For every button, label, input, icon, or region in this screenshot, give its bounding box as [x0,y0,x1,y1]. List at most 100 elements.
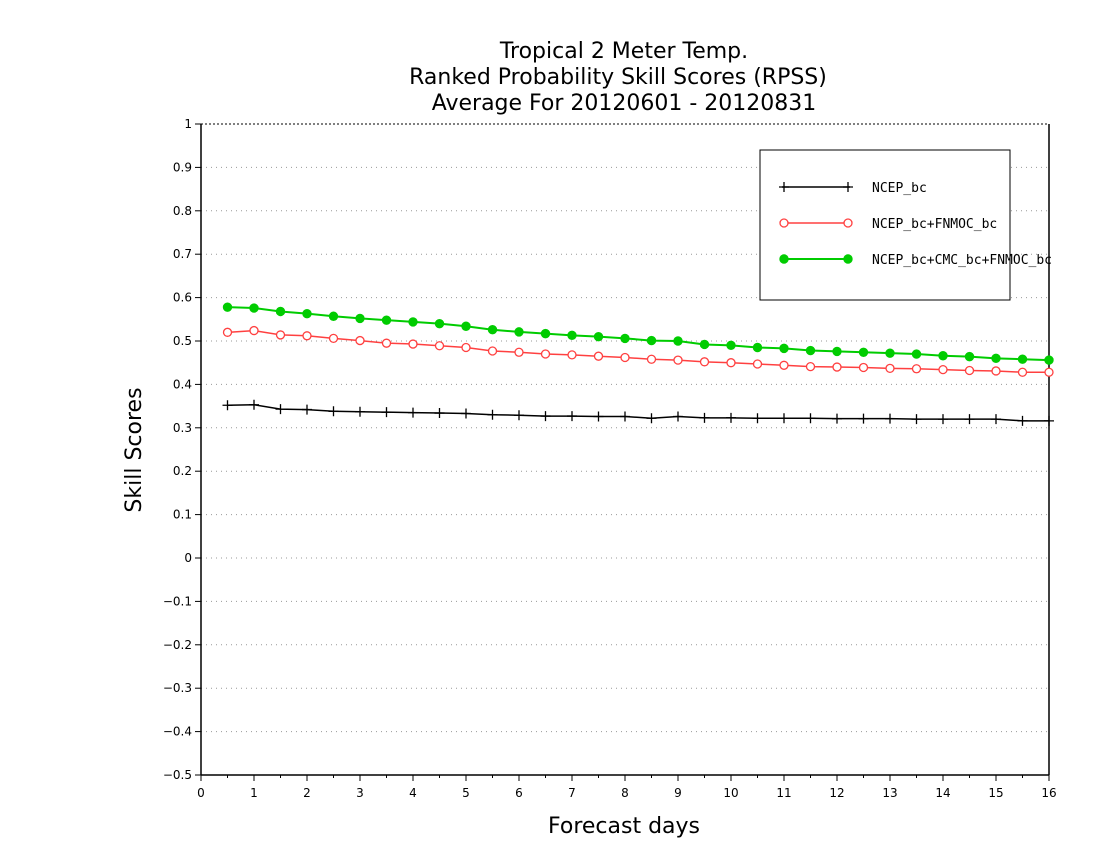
data-point [779,413,789,424]
data-point [514,410,524,421]
data-point [964,414,975,425]
data-point [885,363,895,373]
data-point [302,331,312,341]
data-point [938,351,948,361]
data-point [355,335,365,346]
data-point [752,413,763,424]
x-tick-label: 12 [829,786,844,800]
series-3 [222,302,1054,365]
y-tick-label: −0.1 [163,594,192,608]
y-tick-label: 0.6 [173,291,192,305]
data-point [673,411,683,422]
data-point [355,406,365,417]
data-point [1044,415,1054,426]
data-point [964,351,975,362]
x-tick-label: 2 [303,786,311,800]
data-point [355,313,365,324]
data-point [858,362,869,373]
data-point [514,347,524,357]
data-point [726,340,736,351]
data-point [620,333,630,344]
x-tick-label: 13 [882,786,897,800]
data-point [699,357,710,367]
series-line [227,404,1049,422]
data-point [328,333,339,344]
y-tick-label: 0.8 [173,204,192,218]
data-point [843,254,853,264]
x-tick-label: 5 [462,786,470,800]
legend-box [759,149,1011,301]
legend-label: NCEP_bc [872,181,927,196]
data-point [540,349,551,359]
legend-label: NCEP_bc+FNMOC_bc [872,217,997,232]
data-point [408,339,418,349]
data-point [567,330,577,341]
data-point [805,413,816,424]
x-tick-label: 9 [674,786,682,800]
data-point [858,413,869,424]
data-point [843,218,853,228]
data-point [620,411,630,422]
series-group [222,302,1054,426]
data-point [593,411,604,422]
x-tick-label: 6 [515,786,523,800]
data-point [885,348,895,358]
data-point [832,346,842,357]
data-point [673,336,683,346]
data-point [1017,367,1028,377]
chart-period: Average For 20120601 - 20120831 [432,91,817,116]
legend-label: NCEP_bc+CMC_bc+FNMOC_bc [872,253,1052,268]
data-point [938,364,948,375]
data-point [222,400,233,411]
data-point [381,338,392,348]
axes: −0.5 −0.4 −0.3 −0.2 −0.1 0 0.1 0.2 0.3 0.4 0.5 0.6 0… [163,117,1057,800]
x-tick-label: 8 [621,786,629,800]
data-point [593,331,604,342]
data-point [726,412,736,423]
data-point [593,351,604,361]
y-tick-label: 0.4 [173,377,192,391]
data-point [567,350,577,360]
data-point [843,182,853,192]
x-tick-label: 1 [250,786,258,800]
data-point [540,411,551,422]
data-point [381,407,392,418]
data-point [567,411,577,422]
data-point [434,408,445,419]
data-point [408,317,418,327]
x-tick-label: 16 [1041,786,1056,800]
y-tick-label: 0.2 [173,464,192,478]
data-point [328,406,339,417]
series-line [227,329,1049,373]
series-1 [222,399,1054,426]
data-point [222,327,233,337]
data-point [275,330,286,340]
data-point [381,315,392,325]
data-point [779,254,789,264]
y-tick-label: 0.1 [173,508,192,522]
y-axis-title: Skill Scores [122,387,147,512]
data-point [249,399,259,410]
x-tick-label: 10 [723,786,738,800]
data-point [779,360,789,370]
data-point [699,412,710,423]
y-tick-label: 0.3 [173,421,192,435]
data-point [699,339,710,350]
data-point [726,358,736,368]
y-tick-label: 0.7 [173,247,192,261]
data-point [408,407,418,418]
data-point [302,404,312,415]
chart-subtitle: Ranked Probability Skill Scores (RPSS) [409,65,827,90]
y-tick-label: 1 [184,117,192,131]
y-tick-label: 0 [184,551,192,565]
data-point [328,311,339,321]
x-tick-label: 4 [409,786,417,800]
data-point [938,414,948,425]
data-point [514,327,524,337]
data-point [991,353,1001,364]
data-point [487,346,498,356]
data-point [911,364,922,374]
data-point [991,366,1001,376]
data-point [275,404,286,415]
